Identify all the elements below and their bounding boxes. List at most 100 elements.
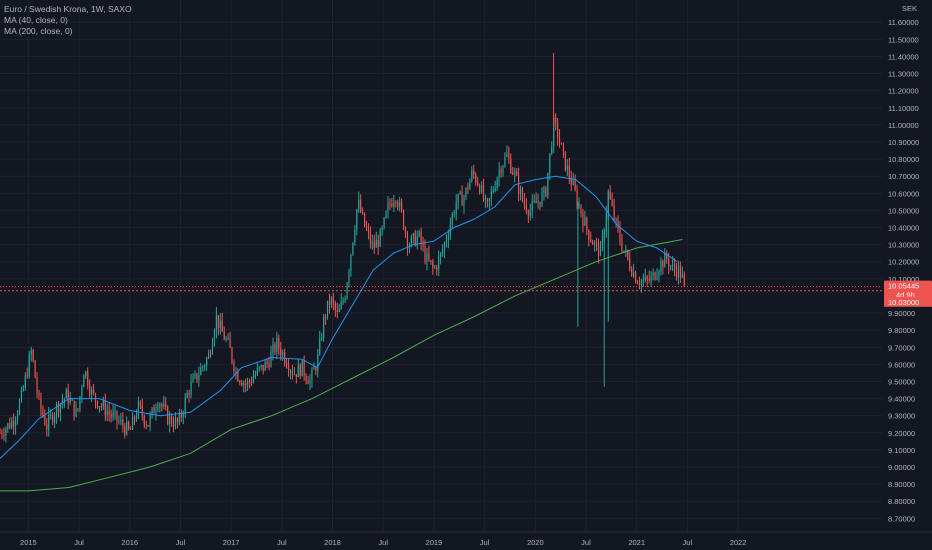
candle-body <box>231 347 233 362</box>
ma40-line[interactable] <box>0 175 678 459</box>
ma200-line[interactable] <box>0 239 683 492</box>
candle-body <box>594 242 596 245</box>
x-tick-label: Jul <box>480 538 490 547</box>
candle-body <box>161 404 163 407</box>
candle-body <box>182 413 184 418</box>
candle-body <box>662 260 664 268</box>
candle-body <box>373 242 375 248</box>
ma40-legend[interactable]: MA (40, close, 0) <box>4 15 68 25</box>
candle-body <box>334 303 336 311</box>
candle-body <box>0 432 1 434</box>
level-badge <box>884 296 932 307</box>
y-tick-label: 10.20000 <box>888 258 919 267</box>
candle-body <box>192 376 194 382</box>
candle-body <box>440 253 442 258</box>
price-axis[interactable] <box>882 0 932 550</box>
candle-body <box>219 320 221 329</box>
candle-body <box>490 191 492 199</box>
candle-body <box>172 424 175 427</box>
candle-body <box>313 368 315 370</box>
candle-body <box>135 415 138 420</box>
candle-body <box>679 265 681 278</box>
candle-body <box>496 178 498 189</box>
candle-body <box>225 338 227 340</box>
candle-body <box>570 177 572 185</box>
candle-body <box>239 381 241 383</box>
y-tick-label: 9.20000 <box>888 429 915 438</box>
ma200-legend[interactable]: MA (200, close, 0) <box>4 26 73 36</box>
candle-body <box>122 419 124 427</box>
candle-body <box>572 180 574 185</box>
candle-body <box>241 382 243 386</box>
candle-body <box>149 415 151 427</box>
candle-body <box>578 204 580 206</box>
candle-body <box>418 231 420 237</box>
candle-body <box>574 180 576 190</box>
candle-body <box>245 383 247 385</box>
candle-body <box>330 297 333 306</box>
candle-body <box>459 192 461 194</box>
candle-body <box>42 409 44 416</box>
candle-body <box>549 153 551 173</box>
candle-body <box>223 331 225 340</box>
candle-body <box>151 407 153 416</box>
candle-body <box>670 265 672 267</box>
candle-body <box>32 350 34 361</box>
candle-body <box>248 380 251 382</box>
candle-body <box>638 283 641 285</box>
candle-body <box>500 169 502 174</box>
candle-body <box>167 407 169 425</box>
candle-body <box>479 185 481 193</box>
candle-body <box>299 364 301 377</box>
candle-body <box>438 257 440 270</box>
candle-body <box>595 242 598 244</box>
time-axis[interactable] <box>0 532 932 550</box>
candle-body <box>615 218 617 220</box>
candle-body <box>436 267 438 270</box>
candle-body <box>180 413 182 418</box>
candle-body <box>96 400 99 408</box>
candle-body <box>537 201 539 204</box>
candle-body <box>422 243 424 246</box>
candle-body <box>629 258 631 270</box>
candle-body <box>176 418 178 423</box>
candle-body <box>557 123 559 138</box>
candle-body <box>531 201 533 211</box>
candle-body <box>426 253 428 263</box>
candle-body <box>44 415 46 425</box>
candle-body <box>609 191 611 200</box>
candle-body <box>18 400 21 414</box>
candle-body <box>547 172 549 196</box>
candle-body <box>116 411 118 422</box>
candle-body <box>145 424 147 426</box>
candle-body <box>340 301 342 309</box>
candle-body <box>30 350 32 356</box>
candle-body <box>26 375 28 377</box>
candle-body <box>303 360 305 376</box>
candle-body <box>338 308 340 312</box>
x-tick-label: 2022 <box>730 538 747 547</box>
candle-body <box>404 228 407 233</box>
candle-body <box>59 403 62 413</box>
candle-body <box>63 398 65 402</box>
candle-body <box>371 242 373 244</box>
candle-body <box>363 212 366 227</box>
candle-body <box>276 337 278 352</box>
candle-body <box>89 385 91 395</box>
candle-body <box>159 404 161 407</box>
candle-body <box>137 401 140 416</box>
y-tick-label: 10.40000 <box>888 224 919 233</box>
candle-body <box>529 210 531 216</box>
candle-body <box>672 264 674 266</box>
y-tick-label: 8.90000 <box>888 480 915 489</box>
candle-body <box>81 387 83 397</box>
candle-body <box>673 264 676 270</box>
candle-body <box>213 331 216 344</box>
candle-body <box>677 265 680 278</box>
symbol-title[interactable]: Euro / Swedish Krona, 1W, SAXO <box>4 4 132 14</box>
candle-body <box>36 377 38 393</box>
y-tick-label: 10.10000 <box>888 275 919 284</box>
candle-body <box>112 412 114 417</box>
